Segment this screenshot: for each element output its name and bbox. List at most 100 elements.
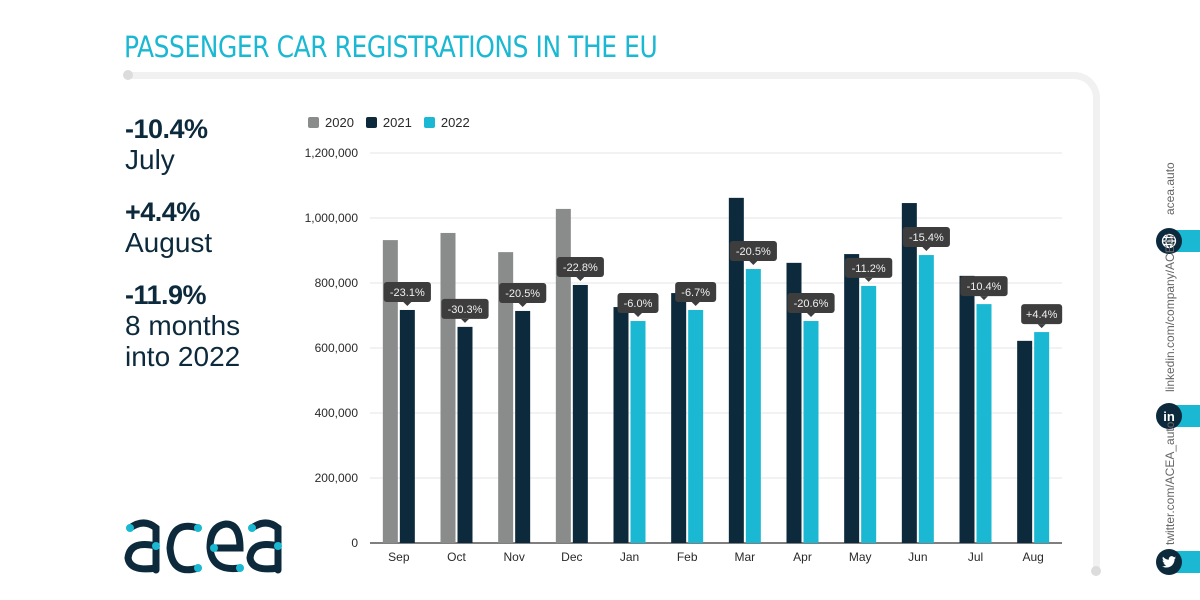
bar-2021-jul <box>959 275 975 543</box>
linkedin-icon[interactable]: in <box>1156 403 1182 429</box>
stat-august: +4.4% August <box>125 197 240 258</box>
twitter-icon[interactable] <box>1156 549 1182 575</box>
annotation-pointer <box>518 302 527 307</box>
annotation-bubble <box>675 281 717 302</box>
annotation-label: -20.6% <box>794 298 829 310</box>
bar-2022-jul <box>976 304 992 543</box>
bar-2022-apr <box>803 321 819 543</box>
annotation-pointer <box>807 313 815 318</box>
legend-label: 2022 <box>440 115 470 130</box>
annotation-bubble <box>960 276 1008 297</box>
stat-value: +4.4% <box>125 197 200 227</box>
annotation-label: -20.5% <box>505 288 540 300</box>
stat-value: -10.4% <box>125 114 208 144</box>
annotation-pointer <box>922 247 931 252</box>
page-title: PASSENGER CAR REGISTRATIONS IN THE EU <box>124 30 658 64</box>
bar-2020-sep <box>382 240 398 543</box>
annotation-bubble <box>902 227 950 248</box>
annotation-label: -15.4% <box>909 232 944 244</box>
twitter-link[interactable]: twitter.com/ACEA_auto <box>1163 421 1177 545</box>
annotation-bubble <box>1021 304 1063 325</box>
stat-label: into 2022 <box>125 341 241 372</box>
annotation-pointer <box>576 276 585 281</box>
bar-2021-sep <box>399 309 415 543</box>
annotation-pointer <box>403 301 412 306</box>
acea-logo-icon <box>124 519 282 574</box>
annotation-label: -6.0% <box>624 298 653 310</box>
bar-2021-feb <box>671 293 687 543</box>
x-tick-label: Aug <box>1022 550 1043 564</box>
x-tick-label: Oct <box>447 550 466 564</box>
annotation-bubble <box>441 298 489 319</box>
bar-2021-jun <box>901 203 917 544</box>
annotation-pointer <box>1037 324 1046 329</box>
x-tick-label: Nov <box>503 550 524 564</box>
stat-label: 8 months <box>125 310 241 341</box>
x-tick-label: Jan <box>620 550 639 564</box>
x-tick-label: May <box>849 550 872 564</box>
legend-item-2021: 2021 <box>365 115 412 130</box>
x-tick-label: Jun <box>908 550 927 564</box>
annotation-label: -30.3% <box>448 304 483 316</box>
annotation-pointer <box>461 318 469 323</box>
acea-logo <box>122 512 287 583</box>
bar-2021-dec <box>572 284 588 543</box>
annotation-bubble <box>729 241 777 262</box>
bar-2021-apr <box>786 262 802 543</box>
frame-dot <box>1091 566 1101 576</box>
annotation-bubble <box>617 293 659 314</box>
bar-2020-oct <box>440 232 456 543</box>
bar-2021-may <box>844 254 860 543</box>
annotation-bubble <box>845 257 893 278</box>
annotation-label: +4.4% <box>1026 309 1058 321</box>
y-tick-label: 600,000 <box>315 341 359 355</box>
legend-swatch <box>423 117 435 128</box>
annotation-label: -10.4% <box>967 281 1002 293</box>
bar-2021-jan <box>613 307 629 543</box>
annotation-bubble <box>383 281 431 302</box>
annotation-bubble <box>556 256 604 277</box>
y-tick-label: 400,000 <box>315 406 359 420</box>
y-tick-label: 200,000 <box>315 471 359 485</box>
bar-2022-aug <box>1034 332 1050 543</box>
x-tick-label: Dec <box>561 550 582 564</box>
website-link[interactable]: acea.auto <box>1163 162 1177 215</box>
annotation-label: -11.2% <box>852 263 886 275</box>
legend-label: 2021 <box>382 115 412 130</box>
x-tick-label: Feb <box>677 550 698 564</box>
decorative-frame <box>126 72 1100 572</box>
annotation-pointer <box>980 296 988 301</box>
bar-2022-mar <box>745 269 761 543</box>
bar-2022-may <box>861 285 877 543</box>
legend-item-2020: 2020 <box>308 115 354 130</box>
linkedin-link[interactable]: linkedin.com/company/ACEA/ <box>1163 233 1177 392</box>
annotation-label: -23.1% <box>390 287 425 299</box>
bar-2020-nov <box>498 252 514 543</box>
bar-2021-nov <box>515 310 531 543</box>
x-tick-label: Jul <box>968 550 983 564</box>
annotation-pointer <box>634 313 642 318</box>
x-tick-label: Sep <box>388 550 410 564</box>
y-tick-label: 800,000 <box>315 276 359 290</box>
chart-legend: 2020 2021 2022 <box>308 115 470 130</box>
annotation-bubble <box>787 293 835 314</box>
legend-item-2022: 2022 <box>423 115 470 130</box>
frame-dot <box>123 70 133 80</box>
bar-2021-oct <box>457 326 473 543</box>
annotation-pointer <box>864 277 873 282</box>
bar-2021-mar <box>728 197 744 543</box>
stat-ytd: -11.9% 8 months into 2022 <box>125 280 240 372</box>
annotation-pointer <box>749 261 758 266</box>
globe-icon[interactable] <box>1156 228 1182 254</box>
y-tick-label: 1,000,000 <box>305 211 359 225</box>
annotation-label: -6.7% <box>681 287 710 299</box>
stat-label: August <box>125 227 213 258</box>
stat-label: July <box>125 144 175 175</box>
legend-swatch <box>308 117 319 128</box>
stat-value: -11.9% <box>125 280 207 310</box>
annotation-pointer <box>691 301 700 306</box>
y-tick-label: 0 <box>351 536 358 550</box>
legend-label: 2020 <box>325 115 354 130</box>
bar-2020-dec <box>555 208 571 543</box>
